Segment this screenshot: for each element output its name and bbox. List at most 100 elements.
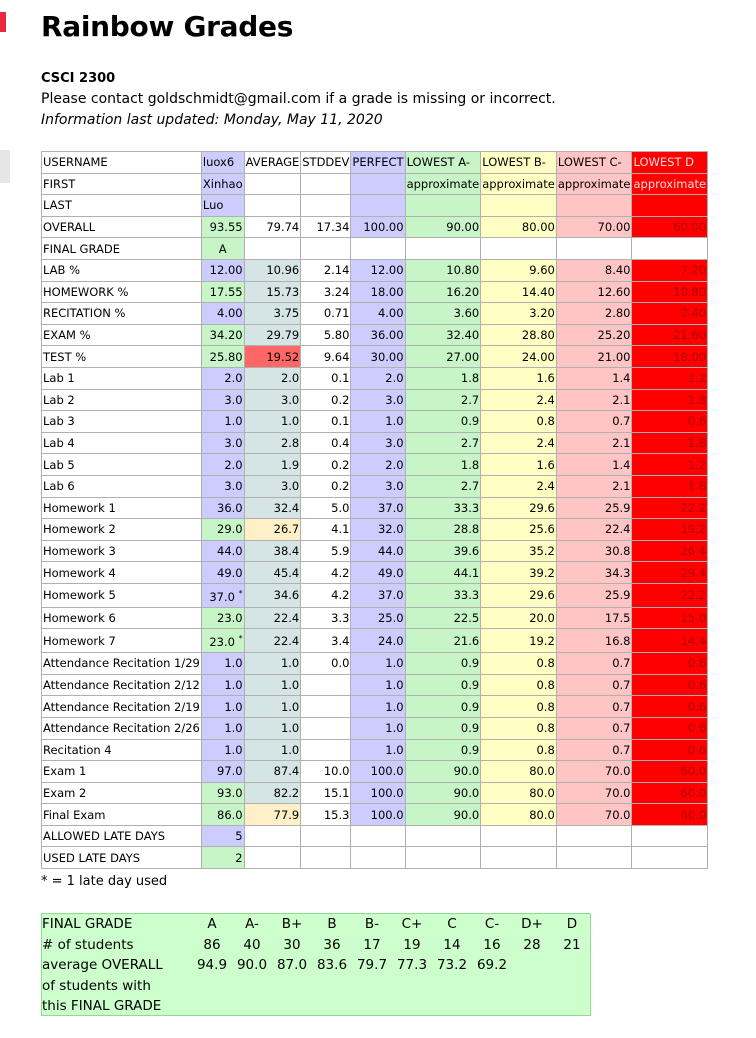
grade-cell: 1.8 xyxy=(631,474,709,498)
grade-table: USERNAME luox6 AVERAGE STDDEV PERFECT LOWEST … xyxy=(41,151,709,870)
grade-cell xyxy=(404,846,482,870)
grade-cell: 24.00 xyxy=(480,345,557,368)
table-row: Attendance Recitation 2/26 1.0 1.0 1.0 0.9 0.… xyxy=(41,716,709,740)
row-label: Exam 1 xyxy=(41,760,202,783)
grade-cell: 1.0 xyxy=(350,716,406,740)
grade-cell: 15.0 xyxy=(631,606,709,630)
grade-cell xyxy=(555,846,633,870)
table-header-row: USERNAME luox6 AVERAGE STDDEV PERFECT LOWEST … xyxy=(41,151,709,174)
table-row: OVERALL 93.55 79.74 17.34 100.00 90.00 80.00 70… xyxy=(41,215,709,239)
table-row: Lab 2 3.0 3.0 0.2 3.0 2.7 2.4 2.1 1.8 xyxy=(41,388,709,412)
grade-cell: 2.0 xyxy=(200,366,245,390)
summary-cell: 21 xyxy=(563,936,581,953)
summary-cell: 83.6 xyxy=(316,957,348,973)
row-label: Lab 1 xyxy=(41,366,202,390)
table-row: Homework 2 29.0 26.7 4.1 32.0 28.8 25.6 22.4 19.… xyxy=(41,518,709,541)
table-row: Homework 1 36.0 32.4 5.0 37.0 33.3 29.6 25.9 22.… xyxy=(41,496,709,520)
grade-cell: 80.0 xyxy=(480,781,557,805)
table-row: Lab 1 2.0 2.0 0.1 2.0 1.8 1.6 1.4 1.2 xyxy=(41,366,709,390)
header-cell: approximate xyxy=(404,172,482,196)
summary-cell: 73.2 xyxy=(436,957,468,973)
grade-cell xyxy=(350,824,406,848)
grade-cell: 1.0 xyxy=(243,410,302,433)
grade-cell: 0.2 xyxy=(300,474,352,498)
grade-cell: 70.0 xyxy=(555,781,633,805)
table-row: Recitation 4 1.0 1.0 1.0 0.9 0.8 0.7 0.6 xyxy=(41,738,709,762)
grade-cell: 2.4 xyxy=(480,388,557,412)
grade-cell: 1.4 xyxy=(555,366,633,390)
grade-cell: 1.9 xyxy=(243,453,302,476)
grade-cell: 70.0 xyxy=(555,803,633,826)
grade-cell: 10.0 xyxy=(300,760,352,783)
summary-row-label: FINAL GRADE xyxy=(42,916,133,932)
grade-cell: 37.0 * xyxy=(200,582,245,608)
row-label: TEST % xyxy=(41,345,202,368)
grade-cell: 36.00 xyxy=(350,323,406,347)
grade-cell: 0.7 xyxy=(555,410,633,433)
grade-cell: 1.0 xyxy=(350,652,406,675)
grade-cell: 2.0 xyxy=(350,366,406,390)
summary-cell: A- xyxy=(245,916,259,932)
header-cell xyxy=(555,194,633,217)
grade-cell: 3.0 xyxy=(243,474,302,498)
grade-cell: 36.0 xyxy=(200,496,245,520)
summary-cell: 77.3 xyxy=(396,957,428,973)
grade-cell: 29.4 xyxy=(631,561,709,584)
grade-cell: 4.1 xyxy=(300,518,352,541)
grade-cell: 18.00 xyxy=(350,280,406,304)
grade-cell xyxy=(300,673,352,697)
grade-cell: 23.0 * xyxy=(200,628,245,654)
grade-cell: 70.0 xyxy=(555,760,633,783)
grade-cell: 12.00 xyxy=(200,258,245,282)
grade-cell: 0.9 xyxy=(404,716,482,740)
grade-cell: 21.60 xyxy=(631,323,709,347)
grade-cell: 22.4 xyxy=(243,606,302,630)
grade-cell: 0.9 xyxy=(404,673,482,697)
grade-cell: 93.0 xyxy=(200,781,245,805)
grade-cell: 32.0 xyxy=(350,518,406,541)
grade-cell: 28.80 xyxy=(480,323,557,347)
grade-cell: 18.00 xyxy=(631,345,709,368)
row-label: Recitation 4 xyxy=(41,738,202,762)
header-cell: PERFECT xyxy=(350,151,406,174)
grade-cell: 3.75 xyxy=(243,302,302,325)
grade-cell: 12.60 xyxy=(555,280,633,304)
edge-marker xyxy=(0,12,6,32)
grade-cell: 87.4 xyxy=(243,760,302,783)
grade-cell: 17.5 xyxy=(555,606,633,630)
table-row: LAB % 12.00 10.96 2.14 12.00 10.80 9.60 8.40 7.2… xyxy=(41,258,709,282)
summary-cell: B- xyxy=(364,916,380,932)
grade-cell: 1.4 xyxy=(555,453,633,476)
header-cell: approximate xyxy=(555,172,633,196)
grade-cell: 10.80 xyxy=(404,258,482,282)
grade-cell xyxy=(243,237,302,260)
grade-cell: 86.0 xyxy=(200,803,245,826)
grade-cell: 80.0 xyxy=(480,760,557,783)
grade-cell xyxy=(243,824,302,848)
header-cell: Luo xyxy=(200,194,245,217)
header-cell: USERNAME xyxy=(41,151,202,174)
summary-cell: A xyxy=(207,916,217,932)
grade-cell: 0.9 xyxy=(404,738,482,762)
row-label: RECITATION % xyxy=(41,302,202,325)
grade-cell: 25.6 xyxy=(480,518,557,541)
grade-cell: 26.4 xyxy=(631,539,709,563)
grade-cell: 0.9 xyxy=(404,695,482,718)
grade-cell: 100.0 xyxy=(350,803,406,826)
row-label: USED LATE DAYS xyxy=(41,846,202,870)
row-label: Homework 6 xyxy=(41,606,202,630)
table-row: Homework 7 23.0 * 22.4 3.4 24.0 21.6 19.2 16.8 1… xyxy=(41,628,709,654)
grade-cell: 29.6 xyxy=(480,496,557,520)
grade-cell: 19.2 xyxy=(480,628,557,654)
grade-cell: 16.8 xyxy=(555,628,633,654)
grade-cell: 16.20 xyxy=(404,280,482,304)
grade-cell: 15.1 xyxy=(300,781,352,805)
row-label: EXAM % xyxy=(41,323,202,347)
grade-cell: 1.2 xyxy=(631,366,709,390)
grade-cell: 15.3 xyxy=(300,803,352,826)
row-label: Attendance Recitation 2/12 xyxy=(41,673,202,697)
grade-cell: 60.0 xyxy=(631,803,709,826)
grade-cell: 29.79 xyxy=(243,323,302,347)
summary-cell: 30 xyxy=(283,936,301,953)
grade-cell: 22.2 xyxy=(631,496,709,520)
